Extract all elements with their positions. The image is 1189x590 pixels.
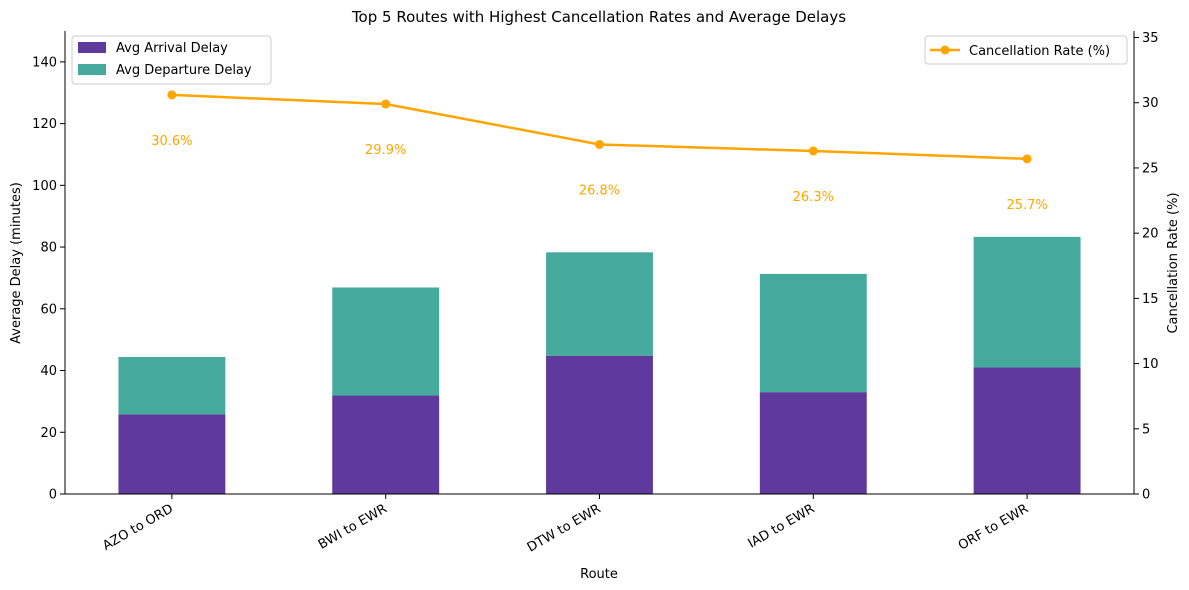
cancellation-rate-line [171, 93, 1028, 161]
y2-tick-label-0: 0 [1142, 488, 1150, 503]
x-tick-label-4: ORF to EWR [956, 501, 1031, 553]
bar-departure-4 [973, 236, 1081, 368]
cancellation-point-0 [167, 90, 177, 100]
legend-swatch-0 [78, 42, 106, 53]
bar-arrival-3 [759, 392, 867, 494]
legend-label-0: Avg Arrival Delay [116, 41, 228, 56]
x-tick-label-0: AZO to ORD [100, 501, 176, 553]
legend-line-frame [924, 35, 1128, 65]
bar-departure-2 [546, 252, 653, 356]
cancellation-point-1 [381, 99, 391, 109]
y2-tick-label-3: 15 [1142, 292, 1159, 307]
cancellation-data-label-0: 30.6% [151, 134, 192, 149]
y-tick-label-2: 40 [40, 364, 57, 379]
y-tick-label-0: 0 [49, 488, 57, 503]
y2-axis-label: Cancellation Rate (%) [1166, 192, 1181, 333]
y-tick-label-5: 100 [32, 179, 57, 194]
cancellation-point-4 [1022, 154, 1032, 164]
y-tick-label-6: 120 [32, 117, 57, 132]
y-tick-label-7: 140 [32, 55, 57, 70]
y-tick-label-4: 80 [40, 241, 57, 256]
y2-tick-label-5: 25 [1142, 161, 1159, 176]
bar-departure-1 [332, 287, 440, 396]
legend-bars-frame [71, 35, 272, 85]
bars-layer [118, 236, 1081, 494]
y-axis-label: Average Delay (minutes) [9, 182, 24, 344]
y-tick-label-1: 20 [40, 426, 57, 441]
legend-line-label: Cancellation Rate (%) [969, 44, 1110, 59]
legend-line-marker [940, 45, 950, 55]
y2-tick-label-4: 20 [1142, 227, 1159, 242]
cancellation-data-label-4: 25.7% [1006, 198, 1047, 213]
x-axis-label: Route [580, 567, 618, 582]
y2-tick-label-1: 5 [1142, 422, 1150, 437]
y2-tick-label-6: 30 [1142, 96, 1159, 111]
chart-title: Top 5 Routes with Highest Cancellation R… [351, 8, 846, 26]
bar-departure-3 [759, 273, 867, 393]
cancellation-data-label-1: 29.9% [365, 143, 406, 158]
legend-line: Cancellation Rate (%) [924, 35, 1128, 65]
bar-arrival-1 [332, 395, 440, 494]
bar-arrival-4 [973, 367, 1081, 494]
legend-label-1: Avg Departure Delay [116, 63, 252, 78]
x-tick-label-2: DTW to EWR [525, 501, 604, 555]
y2-tick-label-2: 10 [1142, 357, 1159, 372]
legend-swatch-1 [78, 64, 106, 75]
bar-departure-0 [118, 356, 226, 415]
cancellation-data-label-2: 26.8% [579, 183, 620, 198]
line-layer: 30.6% 29.9% 26.8% 26.3% 25.7% [151, 90, 1048, 213]
x-tick-label-3: IAD to EWR [746, 501, 818, 551]
cancellation-point-3 [808, 146, 818, 156]
x-tick-label-1: BWI to EWR [316, 501, 390, 552]
bar-arrival-0 [118, 414, 226, 494]
legend-bars: Avg Arrival Delay Avg Departure Delay [71, 35, 272, 85]
y-tick-label-3: 60 [40, 302, 57, 317]
y2-tick-label-7: 35 [1142, 31, 1159, 46]
cancellation-point-2 [595, 139, 604, 149]
bar-arrival-2 [546, 355, 653, 494]
cancellation-data-label-3: 26.3% [793, 190, 834, 205]
